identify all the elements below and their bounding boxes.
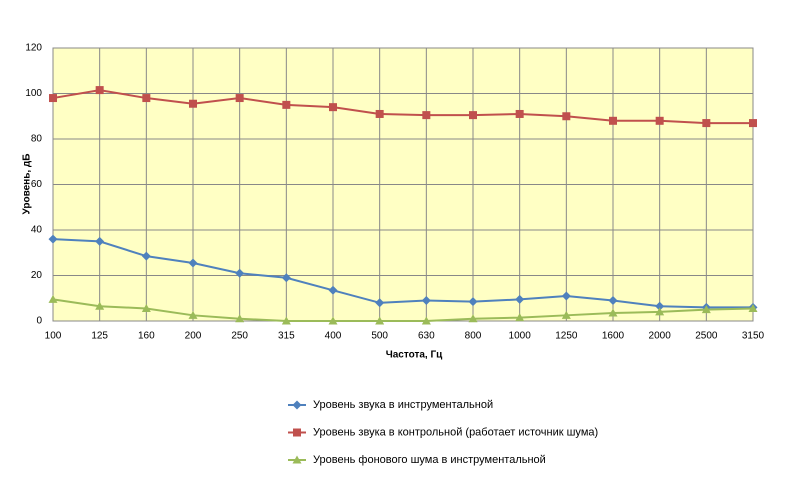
marker xyxy=(468,297,478,307)
marker xyxy=(561,310,571,319)
marker xyxy=(188,310,198,319)
series-line xyxy=(52,298,754,322)
x-tick-label: 2000 xyxy=(649,331,672,342)
marker xyxy=(655,116,664,125)
marker xyxy=(141,251,151,261)
marker xyxy=(292,400,302,410)
x-tick-label: 125 xyxy=(91,331,108,342)
series-line xyxy=(52,238,753,309)
marker xyxy=(328,285,338,295)
marker xyxy=(515,313,525,322)
y-tick-label: 60 xyxy=(31,179,43,190)
marker xyxy=(421,296,431,306)
marker xyxy=(375,109,384,118)
marker xyxy=(189,99,197,108)
marker xyxy=(701,305,711,314)
x-tick-label: 315 xyxy=(278,331,295,342)
marker xyxy=(188,258,198,268)
marker xyxy=(608,296,618,306)
marker xyxy=(469,111,477,120)
y-tick-label: 100 xyxy=(25,88,42,99)
marker xyxy=(48,234,58,244)
marker xyxy=(421,316,431,325)
marker xyxy=(49,94,57,103)
x-tick-label: 800 xyxy=(465,331,482,342)
y-tick-label: 40 xyxy=(31,225,43,236)
marker xyxy=(655,307,665,316)
x-tick-label: 3150 xyxy=(742,331,765,342)
marker xyxy=(235,268,245,278)
marker xyxy=(95,301,105,310)
x-tick-label: 200 xyxy=(185,331,202,342)
marker xyxy=(329,103,337,112)
y-axis-title: Уровень, дБ xyxy=(22,154,33,215)
marker xyxy=(375,298,385,308)
y-tick-label: 20 xyxy=(31,270,43,281)
x-tick-label: 500 xyxy=(371,331,388,342)
legend-label: Уровень звука в инструментальной xyxy=(313,399,493,411)
marker xyxy=(95,86,104,95)
marker xyxy=(142,94,151,103)
marker xyxy=(95,236,105,246)
marker xyxy=(749,119,757,128)
y-tick-label: 120 xyxy=(25,43,42,54)
x-tick-label: 1250 xyxy=(555,331,578,342)
legend-label: Уровень фонового шума в инструментальной xyxy=(313,454,546,466)
marker xyxy=(235,94,244,103)
x-axis-title: Частота, Гц xyxy=(386,350,443,361)
marker xyxy=(281,273,291,283)
x-tick-label: 400 xyxy=(325,331,342,342)
marker xyxy=(468,314,478,323)
legend-label: Уровень звука в контрольной (работает ис… xyxy=(313,426,598,438)
marker xyxy=(293,428,301,437)
x-tick-label: 250 xyxy=(231,331,248,342)
x-tick-label: 1000 xyxy=(509,331,532,342)
marker xyxy=(515,294,525,304)
marker xyxy=(48,294,58,303)
marker xyxy=(561,291,571,301)
y-tick-label: 0 xyxy=(36,316,42,327)
marker xyxy=(609,116,617,125)
series-line xyxy=(52,89,753,125)
marker xyxy=(562,112,571,121)
marker xyxy=(281,316,291,325)
marker xyxy=(748,303,758,312)
marker xyxy=(292,455,302,464)
marker xyxy=(141,303,151,312)
x-tick-label: 1600 xyxy=(602,331,625,342)
marker xyxy=(422,111,431,120)
y-tick-label: 80 xyxy=(31,134,43,145)
marker xyxy=(702,119,711,128)
x-tick-label: 160 xyxy=(138,331,155,342)
marker xyxy=(282,100,291,109)
marker xyxy=(328,316,338,325)
marker xyxy=(235,314,245,323)
marker xyxy=(655,301,665,311)
x-tick-label: 100 xyxy=(45,331,62,342)
x-tick-label: 2500 xyxy=(695,331,718,342)
marker xyxy=(608,308,618,317)
x-tick-label: 630 xyxy=(418,331,435,342)
marker xyxy=(375,316,385,325)
marker xyxy=(515,109,524,118)
